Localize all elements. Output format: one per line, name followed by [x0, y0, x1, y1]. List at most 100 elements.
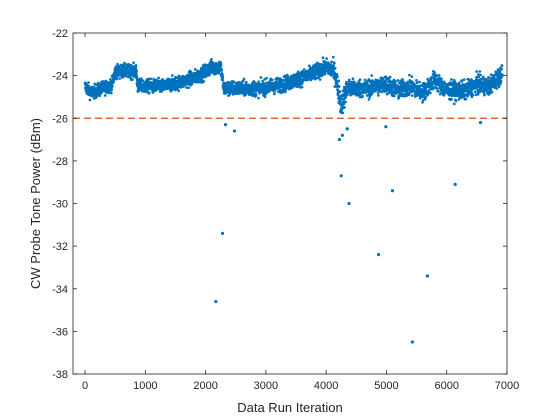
x-tick-label: 7000: [495, 380, 519, 392]
data-point: [377, 94, 380, 97]
outlier-point: [425, 274, 430, 278]
data-point: [440, 80, 444, 83]
outlier-point: [390, 189, 395, 193]
data-point: [157, 76, 160, 80]
data-point: [258, 91, 261, 95]
data-point: [135, 74, 139, 78]
data-point: [88, 98, 92, 102]
data-point: [123, 61, 126, 65]
data-point: [104, 79, 108, 83]
data-point: [408, 91, 412, 95]
data-point: [422, 93, 426, 97]
outlier-point: [347, 201, 351, 206]
data-point: [190, 82, 194, 86]
data-point: [141, 79, 145, 82]
data-point: [452, 102, 456, 106]
data-point: [488, 76, 491, 80]
data-point: [483, 93, 486, 97]
data-point: [476, 93, 480, 96]
data-point: [370, 74, 374, 77]
data-point: [134, 72, 138, 76]
data-point: [333, 66, 337, 70]
data-point: [232, 81, 236, 84]
data-point: [450, 97, 453, 101]
data-point: [394, 92, 398, 95]
data-point: [241, 91, 244, 95]
x-axis-label: Data Run Iteration: [237, 400, 343, 415]
data-point: [405, 94, 409, 97]
data-point: [221, 73, 224, 76]
data-point: [396, 79, 400, 82]
data-point: [394, 80, 397, 83]
data-point: [408, 73, 411, 77]
data-point: [221, 76, 225, 79]
outlier-point: [384, 125, 388, 129]
data-point: [87, 81, 90, 84]
data-point: [358, 78, 362, 82]
data-point: [361, 94, 364, 98]
axes: 0 1000 2000 3000 4000 5000 6000 7000 -38 -36 -34 -3…: [52, 28, 519, 392]
data-point: [267, 90, 271, 93]
data-point: [495, 87, 499, 90]
data-point: [460, 80, 464, 83]
data-point: [98, 94, 102, 98]
data-point: [341, 111, 345, 115]
data-point: [497, 82, 500, 85]
data-point: [369, 90, 372, 93]
data-point: [450, 78, 453, 81]
data-point: [202, 80, 206, 83]
data-point: [330, 74, 333, 77]
data-point: [147, 91, 151, 95]
x-tick-label: 3000: [254, 380, 278, 392]
y-axis-label: CW Probe Tone Power (dBm): [28, 118, 43, 289]
y-tick-label: -38: [52, 369, 68, 381]
data-point: [177, 89, 180, 93]
outlier-point: [377, 253, 381, 257]
data-point: [321, 56, 325, 60]
data-point: [363, 78, 367, 82]
data-point: [343, 106, 346, 109]
data-point: [500, 73, 504, 76]
data-point: [208, 73, 211, 77]
data-points: [83, 55, 504, 344]
data-point: [500, 67, 503, 71]
data-point: [242, 77, 246, 81]
x-tick-label: 1000: [133, 380, 157, 392]
data-point: [401, 78, 404, 81]
data-point: [87, 84, 91, 88]
data-point: [318, 78, 322, 81]
data-point: [129, 66, 132, 70]
data-point: [337, 85, 341, 88]
data-point: [469, 84, 472, 88]
data-point: [415, 78, 418, 82]
data-point: [355, 94, 359, 97]
data-point: [257, 96, 260, 100]
data-point: [331, 55, 335, 59]
data-point: [131, 78, 134, 81]
outlier-point: [345, 127, 349, 131]
data-point: [424, 86, 428, 90]
data-point: [428, 91, 432, 95]
data-point: [367, 88, 371, 92]
data-point: [426, 93, 429, 97]
data-point: [200, 78, 204, 82]
data-point: [473, 90, 477, 94]
data-point: [464, 97, 468, 101]
data-point: [135, 70, 138, 73]
data-point: [132, 61, 135, 65]
data-point: [397, 81, 401, 85]
data-point: [351, 77, 355, 81]
y-tick-label: -36: [52, 326, 68, 338]
data-point: [490, 90, 494, 94]
data-point: [466, 94, 469, 98]
data-point: [210, 57, 213, 61]
data-point: [344, 100, 347, 104]
data-point: [480, 89, 484, 93]
data-point: [337, 79, 341, 83]
y-tick-label: -30: [52, 199, 68, 211]
data-point: [109, 91, 113, 95]
data-point: [103, 94, 107, 97]
data-point: [244, 92, 248, 96]
